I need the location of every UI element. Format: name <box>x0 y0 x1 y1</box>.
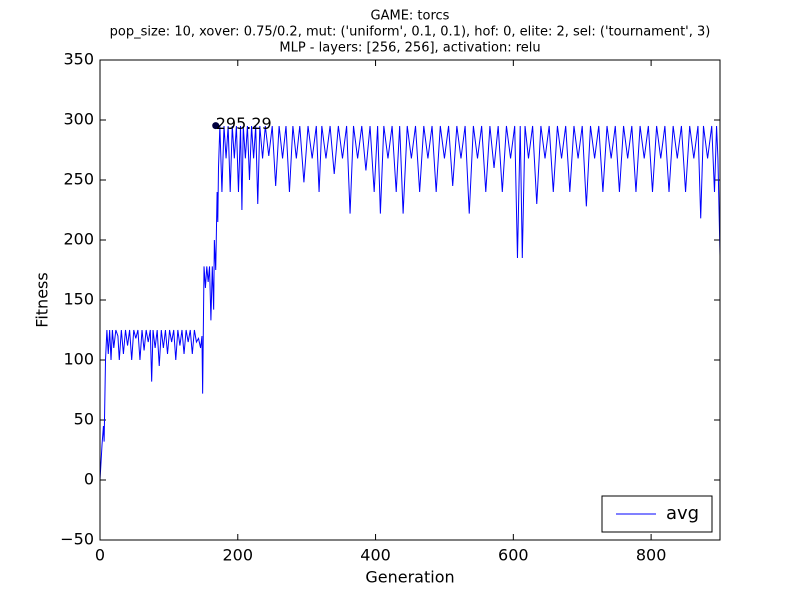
legend-label: avg <box>666 503 699 524</box>
chart-title: GAME: torcs <box>371 9 450 24</box>
y-tick-label: −50 <box>60 530 94 549</box>
y-tick-label: 50 <box>74 410 94 429</box>
x-tick-label: 0 <box>95 546 105 565</box>
y-tick-label: 350 <box>63 50 94 69</box>
x-tick-label: 400 <box>360 546 391 565</box>
chart-subtitle: pop_size: 10, xover: 0.75/0.2, mut: ('un… <box>110 25 711 40</box>
data-line <box>99 125 721 481</box>
x-tick-label: 200 <box>223 546 254 565</box>
annotation-marker <box>212 122 220 130</box>
y-axis-label: Fitness <box>33 272 52 327</box>
x-tick-label: 600 <box>498 546 529 565</box>
y-tick-label: 100 <box>63 350 94 369</box>
y-tick-label: 0 <box>84 470 94 489</box>
chart-subtitle: MLP - layers: [256, 256], activation: re… <box>279 41 540 56</box>
y-tick-label: 300 <box>63 110 94 129</box>
plot-frame <box>99 59 721 541</box>
y-tick-label: 200 <box>63 230 94 249</box>
y-tick-label: 250 <box>63 170 94 189</box>
annotation-label: 295.29 <box>216 114 272 133</box>
x-tick-label: 800 <box>636 546 667 565</box>
y-tick-label: 150 <box>63 290 94 309</box>
x-axis-label: Generation <box>365 568 454 587</box>
